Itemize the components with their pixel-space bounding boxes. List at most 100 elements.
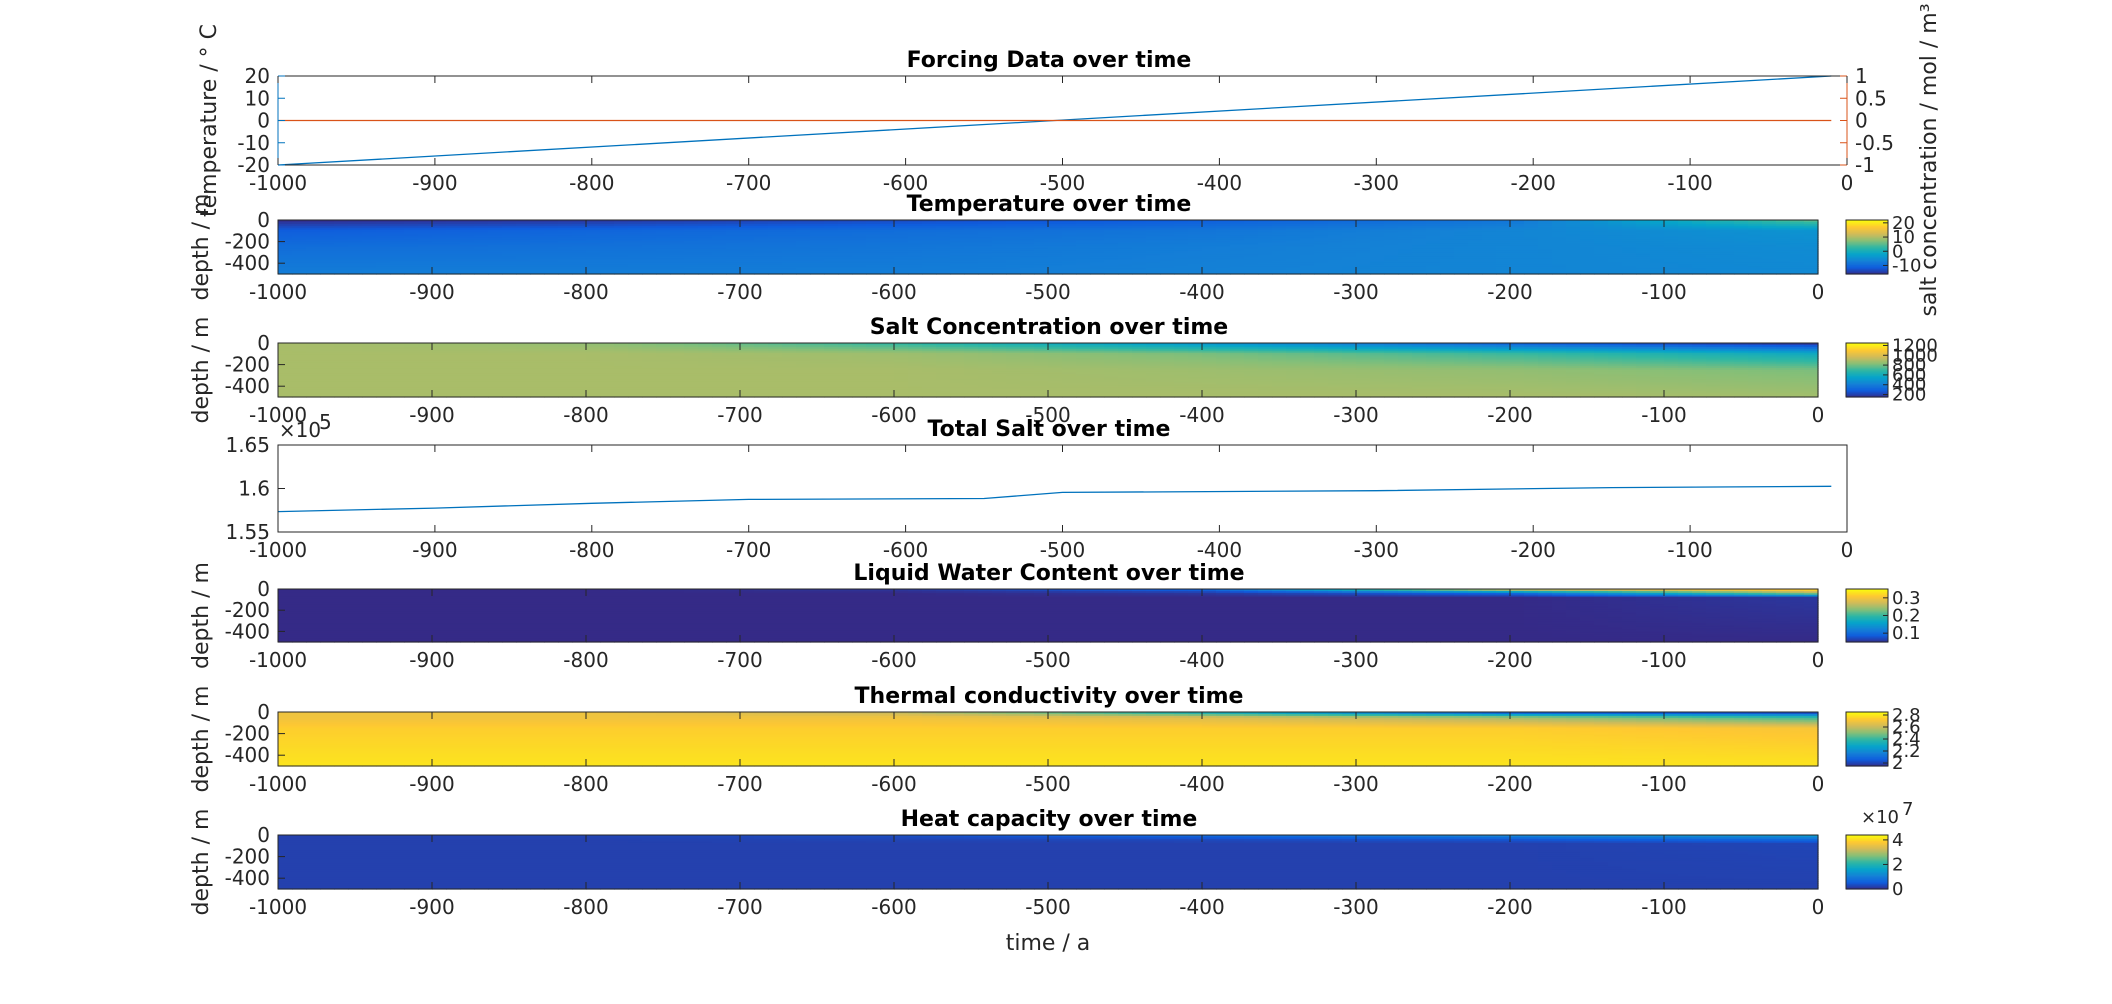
heatmap-cell (796, 231, 811, 235)
heatmap-cell (726, 379, 741, 383)
heatmap-cell (796, 272, 811, 275)
heatmap-cell (600, 227, 615, 231)
heatmap-cell (1006, 395, 1021, 398)
heatmap-cell (684, 373, 699, 377)
heatmap-cell (642, 272, 657, 275)
heatmap-cell (642, 366, 657, 369)
heatmap-cell (404, 364, 419, 367)
heatmap-cell (1664, 256, 1679, 260)
heatmap-cell (1006, 343, 1021, 346)
heatmap-cell (614, 250, 629, 254)
heatmap-cell (1398, 248, 1413, 252)
heatmap-cell (1720, 239, 1735, 242)
heatmap-cell (544, 343, 559, 346)
heatmap-cell (1692, 264, 1707, 267)
heatmap-cell (978, 358, 993, 361)
heatmap-cell (1510, 262, 1525, 265)
heatmap-cell (278, 375, 293, 379)
heatmap-cell (740, 387, 755, 390)
heatmap-cell (1286, 254, 1301, 258)
heatmap-cell (642, 266, 657, 269)
heatmap-cell (796, 364, 811, 367)
heatmap-cell (432, 350, 447, 354)
heatmap-cell (432, 387, 447, 390)
heatmap-cell (572, 375, 587, 379)
heatmap-cell (1090, 362, 1105, 365)
heatmap-cell (628, 223, 643, 227)
heatmap-cell (1090, 348, 1105, 352)
heatmap-cell (334, 385, 349, 388)
heatmap-cell (1398, 237, 1413, 240)
heatmap-cell (320, 221, 335, 225)
heatmap-cell (404, 245, 419, 248)
heatmap-cell (1062, 395, 1077, 398)
heatmap-cell (768, 268, 783, 271)
heatmap-cell (936, 231, 951, 235)
heatmap-cell (754, 247, 769, 250)
heatmap-cell (586, 221, 601, 225)
heatmap-cell (516, 239, 531, 242)
heatmap-cell (754, 270, 769, 273)
heatmap-cell (684, 252, 699, 256)
heatmap-cell (866, 243, 881, 246)
heatmap-cell (432, 344, 447, 348)
heatmap-cell (306, 358, 321, 361)
heatmap-cell (1160, 243, 1175, 246)
heatmap-cell (1006, 370, 1021, 373)
heatmap-cell (1104, 220, 1119, 223)
heatmap-cell (1048, 237, 1063, 240)
heatmap-cell (950, 243, 965, 246)
heatmap-cell (1090, 371, 1105, 375)
heatmap-cell (922, 375, 937, 379)
heatmap-cell (460, 250, 475, 254)
heatmap-cell (1468, 220, 1483, 223)
heatmap-cell (572, 237, 587, 240)
heatmap-cell (348, 364, 363, 367)
heatmap-cell (572, 368, 587, 371)
heatmap-cell (796, 227, 811, 231)
heatmap-cell (740, 346, 755, 350)
heatmap-cell (656, 220, 671, 223)
heatmap-cell (306, 229, 321, 233)
heatmap-cell (1076, 256, 1091, 260)
heatmap-cell (320, 395, 335, 398)
heatmap-cell (502, 383, 517, 387)
heatmap-cell (922, 250, 937, 254)
heatmap-cell (404, 227, 419, 231)
heatmap-cell (1734, 262, 1749, 265)
heatmap-cell (1636, 221, 1651, 225)
heatmap-cell (978, 371, 993, 375)
heatmap-cell (824, 368, 839, 371)
heatmap-cell (1328, 268, 1343, 271)
heatmap-cell (558, 272, 573, 275)
heatmap-cell (418, 375, 433, 379)
heatmap-cell (1286, 233, 1301, 237)
heatmap-cell (320, 247, 335, 250)
heatmap-cell (460, 362, 475, 365)
heatmap-cell (1048, 233, 1063, 237)
heatmap-cell (628, 373, 643, 377)
heatmap-cell (670, 344, 685, 348)
heatmap-cell (614, 377, 629, 381)
heatmap-cell (1482, 221, 1497, 225)
heatmap-cell (446, 354, 461, 358)
heatmap-cell (726, 393, 741, 396)
heatmap-cell (1300, 268, 1315, 271)
heatmap-cell (278, 262, 293, 265)
heatmap-cell (1426, 243, 1441, 246)
heatmap-cell (1342, 235, 1357, 238)
heatmap-cell (950, 377, 965, 381)
heatmap-cell (1552, 239, 1567, 242)
heatmap-cell (306, 247, 321, 250)
heatmap-cell (740, 258, 755, 262)
heatmap-cell (810, 343, 825, 346)
heatmap-cell (796, 391, 811, 394)
heatmap-cell (1146, 264, 1161, 267)
heatmap-cell (1412, 223, 1427, 227)
heatmap-cell (642, 391, 657, 394)
heatmap-cell (1468, 221, 1483, 225)
heatmap-cell (446, 250, 461, 254)
heatmap-cell (628, 252, 643, 256)
heatmap-cell (642, 373, 657, 377)
heatmap-cell (1734, 248, 1749, 252)
